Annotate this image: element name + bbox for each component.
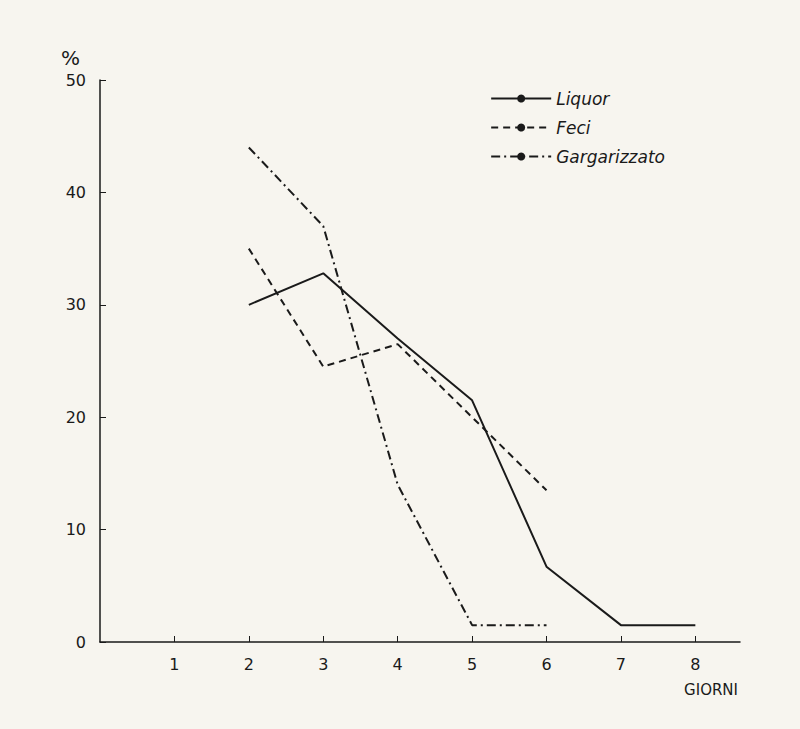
svg-text:5: 5: [467, 655, 477, 674]
svg-text:4: 4: [393, 655, 403, 674]
svg-text:8: 8: [690, 655, 700, 674]
svg-text:10: 10: [66, 520, 86, 539]
svg-text:1: 1: [169, 655, 179, 674]
svg-text:0: 0: [76, 633, 86, 652]
svg-text:Liquor: Liquor: [556, 89, 610, 109]
svg-text:7: 7: [616, 655, 626, 674]
svg-text:Feci: Feci: [556, 118, 591, 138]
svg-text:30: 30: [66, 295, 86, 314]
svg-text:GIORNI: GIORNI: [684, 681, 738, 699]
svg-text:40: 40: [66, 183, 86, 202]
svg-text:6: 6: [541, 655, 551, 674]
svg-text:2: 2: [244, 655, 254, 674]
svg-text:50: 50: [66, 71, 86, 90]
svg-text:Gargarizzato: Gargarizzato: [556, 147, 665, 167]
svg-text:%: %: [61, 46, 80, 70]
svg-text:20: 20: [66, 408, 86, 427]
svg-text:3: 3: [318, 655, 328, 674]
